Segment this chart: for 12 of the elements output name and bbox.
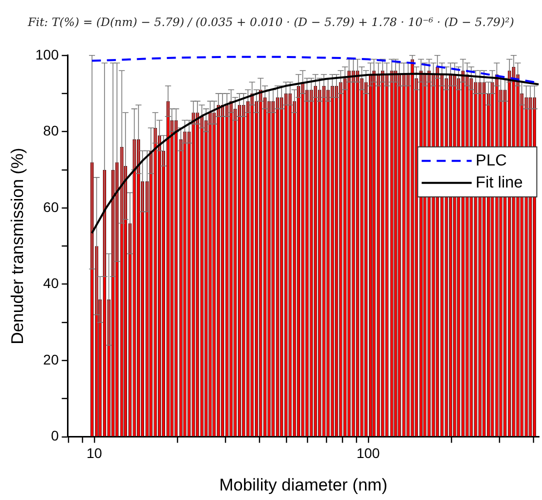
- legend-label: PLC: [476, 152, 507, 170]
- chart-title: Fit: T(%) = (D(nm) − 5.79) / (0.035 + 0.010 · (D − 5.79) + 1.78 · 10⁻⁶ · (D − 5.79)²): [26, 14, 516, 31]
- y-tick-label: 0: [50, 428, 59, 444]
- y-tick-label: 100: [35, 46, 59, 62]
- legend-label: Fit line: [476, 174, 523, 192]
- y-tick-label: 20: [43, 351, 59, 368]
- x-axis-title: Mobility diameter (nm): [219, 475, 388, 494]
- x-tick-label: 10: [86, 445, 102, 462]
- y-axis-title: Denuder transmission (%): [8, 148, 27, 344]
- y-tick-label: 80: [43, 122, 59, 139]
- y-tick-label: 60: [43, 198, 59, 215]
- y-tick-label: 40: [43, 275, 59, 292]
